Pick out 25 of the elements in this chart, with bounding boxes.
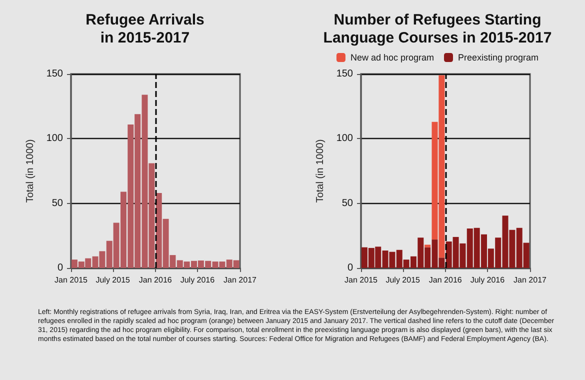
x-tick-label: July 2016: [180, 276, 216, 284]
x-tick-label: Jan 2016: [138, 276, 172, 284]
y-tick-label: 0: [347, 262, 354, 274]
y-tick-label: 0: [57, 262, 64, 274]
chart-title: Number of Refugees Starting Language Courses in 2015-2017: [323, 12, 552, 46]
x-tick-label: July 2015: [96, 276, 131, 284]
x-tick-label: Jan 2015: [344, 276, 378, 284]
x-tick-label: Jan 2017: [224, 276, 258, 284]
legend-label: Preexisting program: [458, 52, 539, 62]
y-tick-label: 150: [46, 68, 64, 80]
y-axis-title: Total (in 1000): [24, 139, 36, 203]
y-tick-label: 100: [46, 133, 64, 144]
y-axis-title: Total (in 1000): [314, 139, 326, 203]
y-tick-label: 50: [342, 198, 354, 209]
x-tick-label: Jan 2016: [428, 276, 462, 284]
bar: [424, 244, 431, 248]
y-tick-label: 100: [336, 133, 354, 144]
y-tick-label: 150: [336, 68, 354, 80]
chart-title: Refugee Arrivals in 2015-2017: [86, 12, 204, 46]
x-tick-label: Jan 2015: [54, 276, 88, 284]
x-tick-label: Jan 2017: [514, 276, 548, 284]
y-tick-label: 50: [52, 198, 64, 209]
legend-label: New ad hoc program: [350, 52, 434, 62]
x-tick-label: July 2016: [470, 276, 506, 284]
x-tick-label: July 2015: [386, 276, 421, 284]
